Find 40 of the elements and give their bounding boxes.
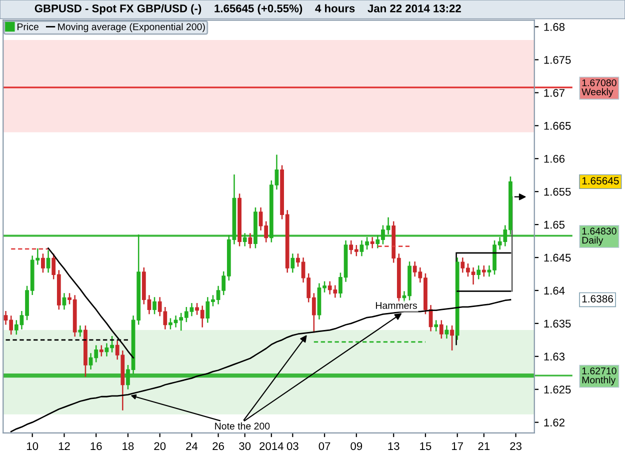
text: 1.6386	[582, 295, 613, 303]
x-tick-label: 16	[90, 442, 102, 450]
legend-label: Price	[18, 23, 38, 30]
y-tick-label: 1.625	[544, 386, 571, 394]
x-tick-label: 21	[478, 442, 490, 450]
text: 1.65645	[582, 177, 619, 184]
x-tick-label: 30	[239, 442, 251, 450]
x-tick-label: 17	[452, 442, 463, 450]
x-tick-label: 15	[420, 442, 432, 450]
y-tick-label: 1.66	[544, 154, 565, 163]
y-tick-label: 1.665	[544, 122, 571, 130]
annotation: Hammers	[376, 302, 417, 309]
x-tick-label: 26	[212, 442, 224, 450]
y-tick-label: 1.645	[544, 254, 571, 262]
ref-line-label: 1.62710 Monthly	[582, 367, 616, 386]
x-tick-label: 23	[510, 442, 522, 450]
ref-line-label: 1.64830 Daily	[582, 228, 616, 246]
x-tick-label: 12	[58, 442, 70, 450]
y-tick-label: 1.63	[544, 352, 565, 361]
y-tick-label: 1.675	[544, 56, 571, 64]
annotation: Note the 200	[215, 422, 270, 430]
y-tick-label: 1.65	[544, 220, 565, 229]
ref-line-label: 1.67080 Weekly	[582, 79, 616, 98]
y-tick-label: 1.64	[544, 286, 565, 295]
x-tick-label: 03	[286, 442, 298, 450]
y-tick-label: 1.68	[544, 23, 565, 31]
y-tick-label: 1.62	[544, 418, 564, 426]
x-tick-label: 24	[186, 442, 198, 450]
x-tick-label: 18	[122, 442, 134, 450]
x-tick-label: 10	[27, 442, 38, 450]
chart-title: GBPUSD - Spot FX GBP/USD (-) 1.65645 (+0.55%) 4 hours Jan 22 2014 13:22	[34, 4, 461, 15]
x-tick-label: 09	[350, 442, 362, 450]
legend-label: Moving average (Exponential 200)	[58, 23, 205, 32]
x-tick-label: 2014	[260, 442, 284, 450]
x-tick-label: 20	[154, 442, 166, 450]
y-tick-label: 1.655	[544, 188, 571, 196]
x-tick-label: 13	[388, 442, 400, 450]
x-tick-label: 07	[318, 442, 330, 450]
y-tick-label: 1.67	[544, 88, 564, 97]
y-tick-label: 1.635	[544, 320, 571, 328]
